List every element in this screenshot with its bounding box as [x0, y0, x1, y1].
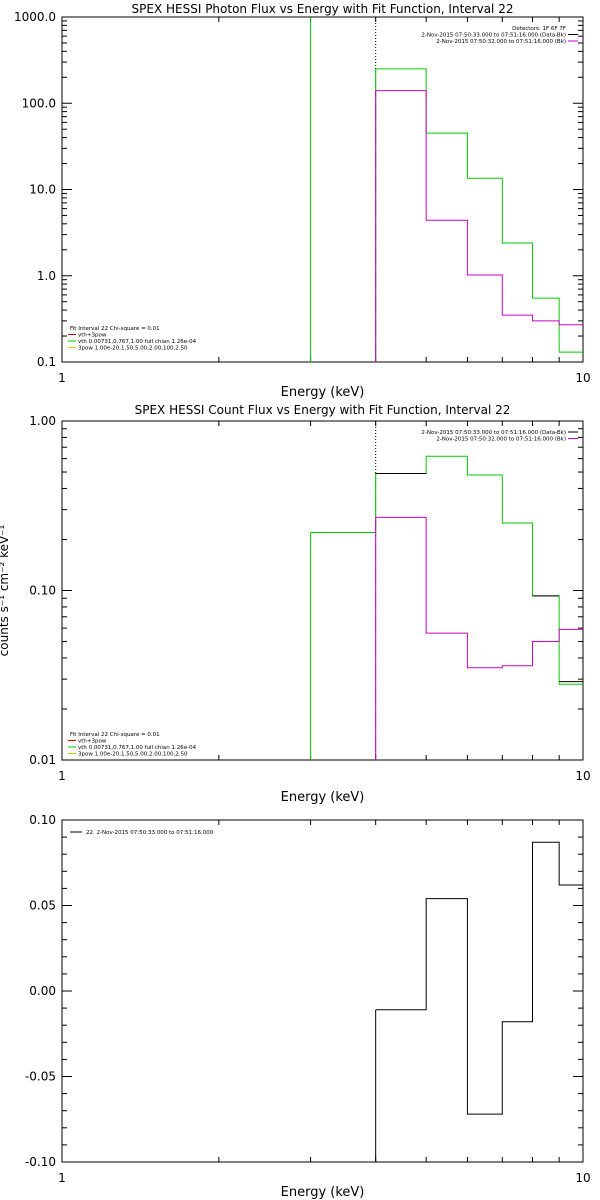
panel-1: SPEX HESSI Photon Flux vs Energy with Fi…	[14, 2, 591, 400]
y-axis-label: counts s⁻¹ cm⁻² keV⁻¹	[0, 524, 11, 656]
x-tick-label: 1	[58, 769, 66, 783]
panel-2: SPEX HESSI Count Flux vs Energy with Fit…	[0, 403, 591, 805]
y-tick-label: -0.05	[25, 1070, 56, 1084]
fit-legend-entry: Fit Interval 22 Chi-square = 0.01	[70, 732, 160, 738]
top-legend-entry: 2-Nov-2015 07:50:33.000 to 07:51:16.000 …	[421, 430, 566, 436]
y-tick-label: 0.10	[29, 813, 56, 827]
x-tick-label: 10	[575, 1171, 590, 1185]
top-legend-entry: Detectors: 1F 6F 7F	[512, 26, 566, 32]
y-tick-label: -0.10	[25, 1155, 56, 1169]
x-tick-label: 1	[58, 1171, 66, 1185]
fit-legend-entry: 3pow 1.00e-20,1.50,5.00,2.00,100,2.50	[78, 752, 188, 758]
fit-legend-entry: vth 0.00731,0.767,1.00 full chian 1.26e-…	[78, 339, 197, 345]
x-tick-label: 10	[575, 371, 590, 385]
plot-frame	[61, 420, 584, 761]
series-step-line	[310, 455, 583, 685]
y-tick-label: 0.10	[29, 584, 56, 598]
series-step-line	[375, 68, 583, 353]
top-legend-entry: 2-Nov-2015 07:50:33.000 to 07:51:16.000 …	[421, 33, 566, 39]
fit-legend-entry: 3pow 1.00e-20,1.50,5.00,2.00,100,2.50	[78, 346, 188, 352]
top-legend-entry: 2-Nov-2015 07:50:32.000 to 07:51:16.000 …	[436, 39, 566, 45]
x-axis-label: Energy (keV)	[281, 1185, 365, 1200]
fit-legend-entry: vth+3pow	[78, 333, 107, 339]
legend-entry: 22. 2-Nov-2015 07:50:33.000 to 07:51:16.…	[86, 830, 214, 836]
chart-title: SPEX HESSI Count Flux vs Energy with Fit…	[135, 403, 511, 417]
y-tick-label: 0.05	[29, 899, 56, 913]
x-axis-label: Energy (keV)	[281, 385, 365, 400]
y-tick-label: 10.0	[29, 183, 56, 197]
y-tick-label: 0.01	[29, 753, 56, 767]
x-tick-label: 1	[58, 371, 66, 385]
plot-frame	[61, 16, 584, 363]
x-tick-label: 10	[575, 769, 590, 783]
x-axis-label: Energy (keV)	[281, 790, 365, 805]
y-tick-label: 100.0	[22, 96, 56, 110]
y-tick-label: 1.0	[37, 269, 56, 283]
y-tick-label: 0.00	[29, 984, 56, 998]
panel-3: Energy (keV) 1 10 -0.10 -0.05 0.00 0.05 0.10 22.…	[25, 813, 591, 1200]
y-tick-label: 1000.0	[14, 10, 56, 24]
fit-legend-entry: vth+3pow	[78, 739, 107, 745]
chart-title: SPEX HESSI Photon Flux vs Energy with Fi…	[132, 2, 514, 16]
plot-frame	[61, 819, 584, 1163]
y-tick-label: 1.00	[29, 414, 56, 428]
y-tick-label: 0.1	[37, 355, 56, 369]
fit-legend-entry: Fit Interval 22 Chi-square = 0.01	[70, 326, 160, 332]
series-step-line	[375, 90, 583, 326]
series-step-line	[375, 841, 583, 1115]
fit-legend-entry: vth 0.00731,0.767,1.00 full chian 1.26e-…	[78, 745, 197, 751]
series-step-line	[375, 516, 583, 669]
top-legend-entry: 2-Nov-2015 07:50:32.000 to 07:51:16.000 …	[436, 437, 566, 443]
